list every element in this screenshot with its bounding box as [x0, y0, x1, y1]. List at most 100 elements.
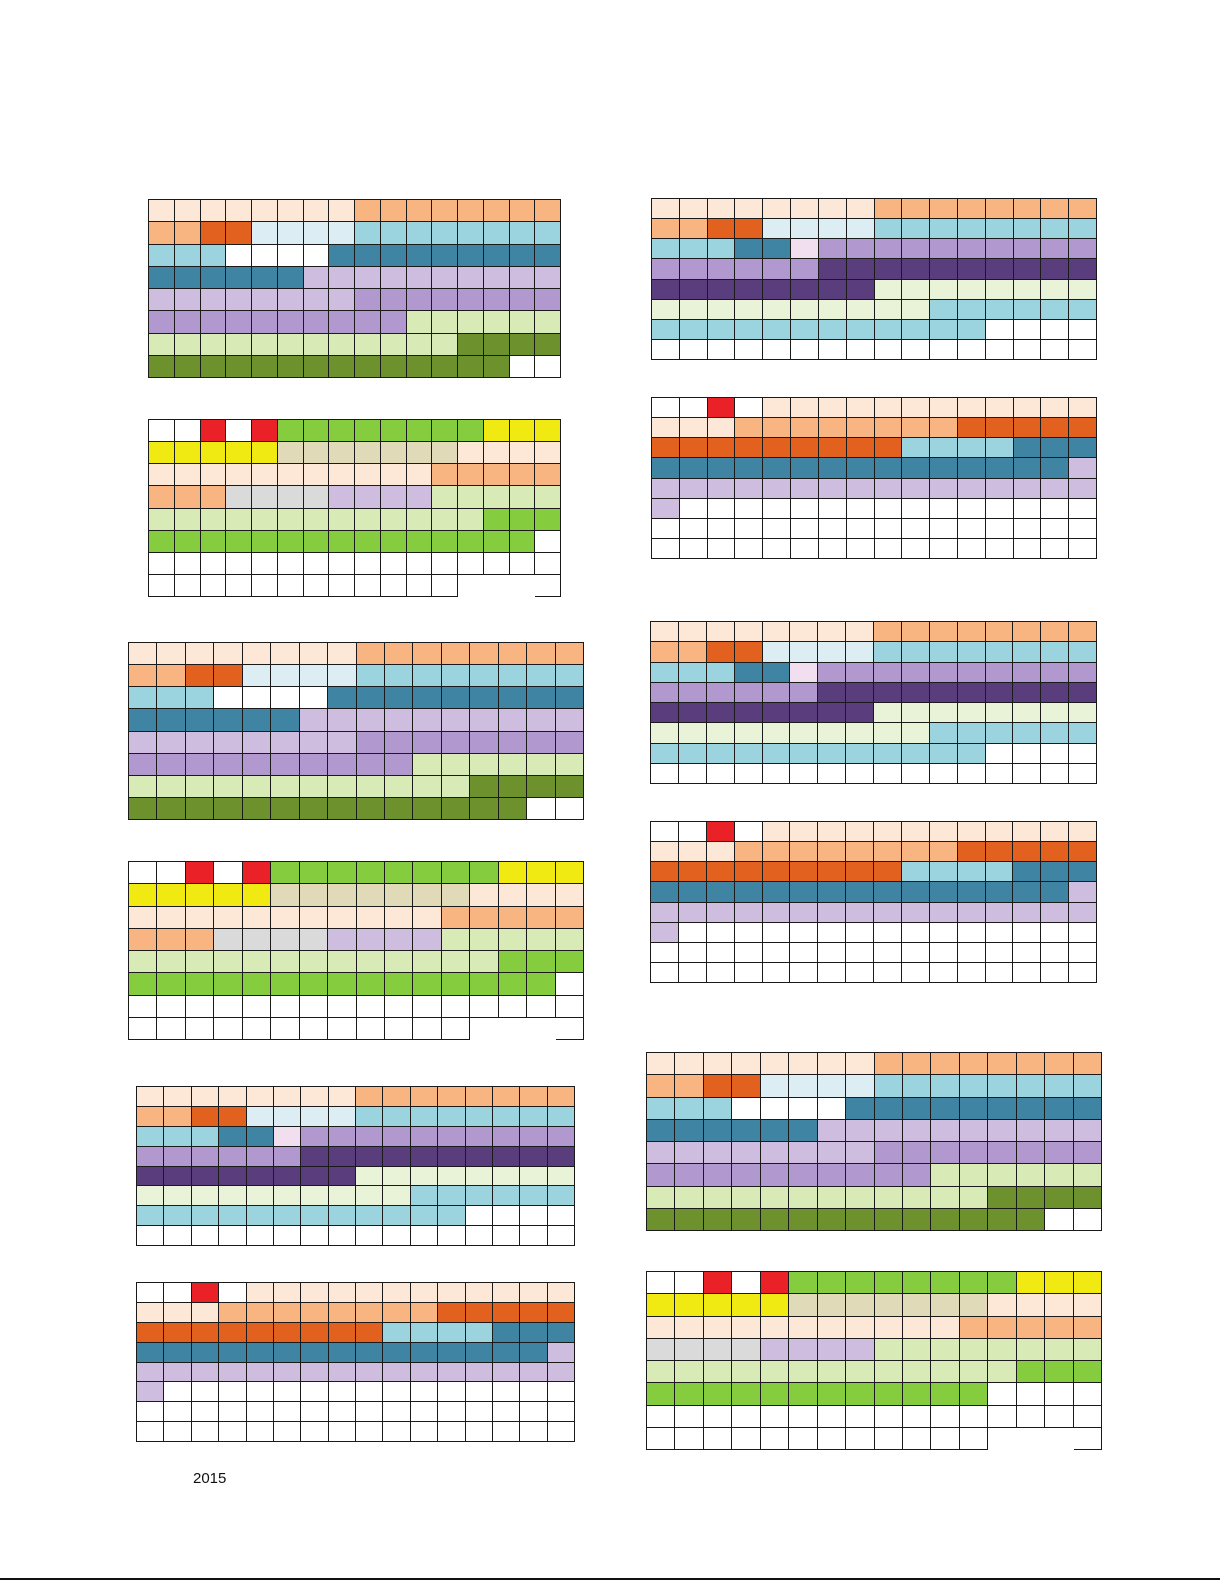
grid-cell: [845, 742, 874, 764]
grid-cell: [817, 457, 847, 479]
grid-cell: [901, 238, 931, 260]
grid-cell: [302, 221, 330, 245]
grid-cell: [148, 243, 175, 267]
grid-cell: [190, 1361, 220, 1383]
grid-cell: [929, 417, 958, 439]
grid-cell: [984, 661, 1014, 683]
grid-cell: [497, 972, 528, 996]
grid-cell: [409, 1421, 439, 1442]
grid-cell: [127, 774, 158, 798]
calendar-grid-j: [650, 820, 1097, 984]
grid-cell: [354, 551, 381, 575]
grid-cell: [302, 441, 330, 465]
grid-cell: [225, 221, 252, 245]
grid-cell: [845, 941, 874, 963]
grid-cell: [762, 417, 792, 439]
grid-cell: [817, 477, 847, 499]
grid-cell: [956, 841, 986, 863]
grid-cell: [900, 841, 930, 863]
grid-cell: [788, 1404, 818, 1428]
grid-cell: [173, 354, 201, 379]
grid-cell: [497, 641, 528, 666]
grid-cell: [901, 1404, 932, 1428]
grid-cell: [706, 417, 736, 439]
grid-cell: [276, 573, 304, 598]
grid-cell: [355, 774, 385, 798]
grid-cell: [163, 1321, 192, 1343]
grid-cell: [817, 742, 847, 764]
grid-cell: [534, 198, 561, 223]
grid-cell: [650, 841, 679, 863]
grid-cell: [901, 258, 931, 280]
grid-cell: [328, 198, 355, 223]
grid-cell: [300, 1341, 329, 1363]
grid-cell: [817, 437, 847, 459]
grid-row: [650, 901, 1097, 923]
grid-cell: [546, 1105, 576, 1127]
grid-cell: [355, 927, 385, 952]
grid-cell: [491, 1185, 521, 1207]
grid-cell: [440, 730, 471, 754]
grid-cell: [1015, 1074, 1046, 1098]
grid-cell: [508, 354, 536, 379]
grid-cell: [987, 1404, 1017, 1428]
grid-cell: [199, 573, 227, 598]
grid-row: [127, 641, 585, 666]
grid-cell: [789, 742, 819, 764]
grid-cell: [546, 1381, 576, 1403]
grid-row: [148, 354, 561, 379]
grid-cell: [190, 1145, 220, 1167]
grid-cell: [873, 1118, 903, 1143]
grid-cell: [354, 243, 381, 267]
grid-row: [645, 1096, 1103, 1120]
grid-cell: [135, 1145, 165, 1167]
grid-cell: [437, 1185, 466, 1207]
grid-cell: [383, 883, 414, 907]
grid-cell: [1040, 620, 1070, 643]
grid-cell: [1040, 417, 1070, 439]
grid-cell: [790, 517, 819, 539]
grid-cell: [213, 708, 243, 732]
grid-cell: [1040, 197, 1070, 220]
grid-cell: [788, 1293, 818, 1317]
grid-cell: [163, 1105, 192, 1127]
grid-row: [651, 477, 1097, 499]
grid-cell: [382, 1381, 411, 1403]
grid-cell: [674, 1207, 704, 1232]
grid-cell: [199, 354, 227, 379]
grid-cell: [225, 573, 252, 598]
grid-cell: [705, 941, 735, 963]
calendar-grid-g: [651, 197, 1097, 361]
grid-cell: [328, 243, 355, 267]
grid-cell: [251, 551, 278, 575]
grid-cell: [817, 318, 847, 340]
grid-cell: [956, 298, 986, 320]
grid-row: [651, 537, 1097, 560]
grid-cell: [677, 881, 707, 903]
grid-cell: [412, 994, 442, 1018]
grid-cell: [251, 243, 278, 267]
grid-cell: [873, 1163, 903, 1187]
grid-cell: [706, 258, 736, 280]
grid-cell: [272, 1145, 302, 1167]
grid-cell: [241, 927, 272, 952]
grid-row: [651, 298, 1097, 320]
grid-cell: [383, 708, 414, 732]
grid-cell: [651, 218, 680, 240]
grid-cell: [355, 708, 385, 732]
grid-cell: [383, 1016, 414, 1041]
grid-cell: [173, 265, 201, 290]
grid-cell: [901, 1051, 932, 1076]
grid-row: [650, 762, 1097, 785]
grid-cell: [218, 1421, 247, 1442]
grid-cell: [788, 1163, 818, 1187]
calendar-grid-d: [127, 860, 585, 1041]
grid-cell: [409, 1125, 439, 1147]
grid-cell: [148, 573, 175, 598]
grid-cell: [790, 278, 819, 300]
grid-cell: [817, 961, 847, 984]
grid-cell: [817, 921, 847, 943]
grid-cell: [464, 1341, 493, 1363]
grid-cell: [534, 441, 561, 465]
grid-cell: [900, 701, 930, 724]
